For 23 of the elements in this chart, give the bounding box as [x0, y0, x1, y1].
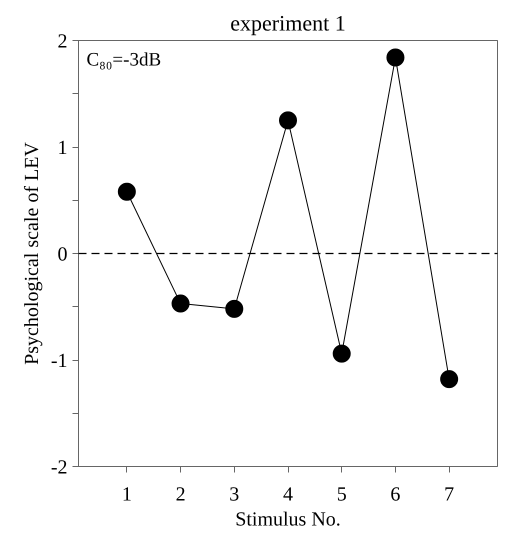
x-tick-label: 5	[336, 484, 347, 506]
point	[279, 111, 297, 130]
point	[172, 294, 190, 313]
x-tick-label: 2	[176, 484, 186, 506]
y-tick-label: 0	[58, 244, 68, 266]
chart-title: experiment 1	[230, 10, 346, 36]
x-tick-label: 3	[229, 484, 240, 506]
point	[386, 48, 404, 67]
x-tick-label: 7	[444, 484, 454, 506]
point	[332, 344, 351, 363]
y-tick-label: -2	[50, 456, 68, 478]
point	[118, 182, 136, 201]
annotation: C₈₀=-3dB	[86, 50, 162, 70]
point	[440, 370, 458, 388]
point	[225, 300, 244, 318]
x-tick-label: 6	[390, 484, 400, 506]
y-axis-title: Psychological scale of LEV	[20, 142, 43, 365]
y-tick-label: 1	[58, 137, 68, 159]
x-tick-label: 4	[283, 484, 293, 506]
y-tick-label: 2	[58, 30, 68, 52]
y-tick-label: -1	[50, 350, 68, 372]
x-axis-title: Stimulus No.	[235, 508, 341, 530]
x-tick-label: 1	[122, 484, 132, 506]
